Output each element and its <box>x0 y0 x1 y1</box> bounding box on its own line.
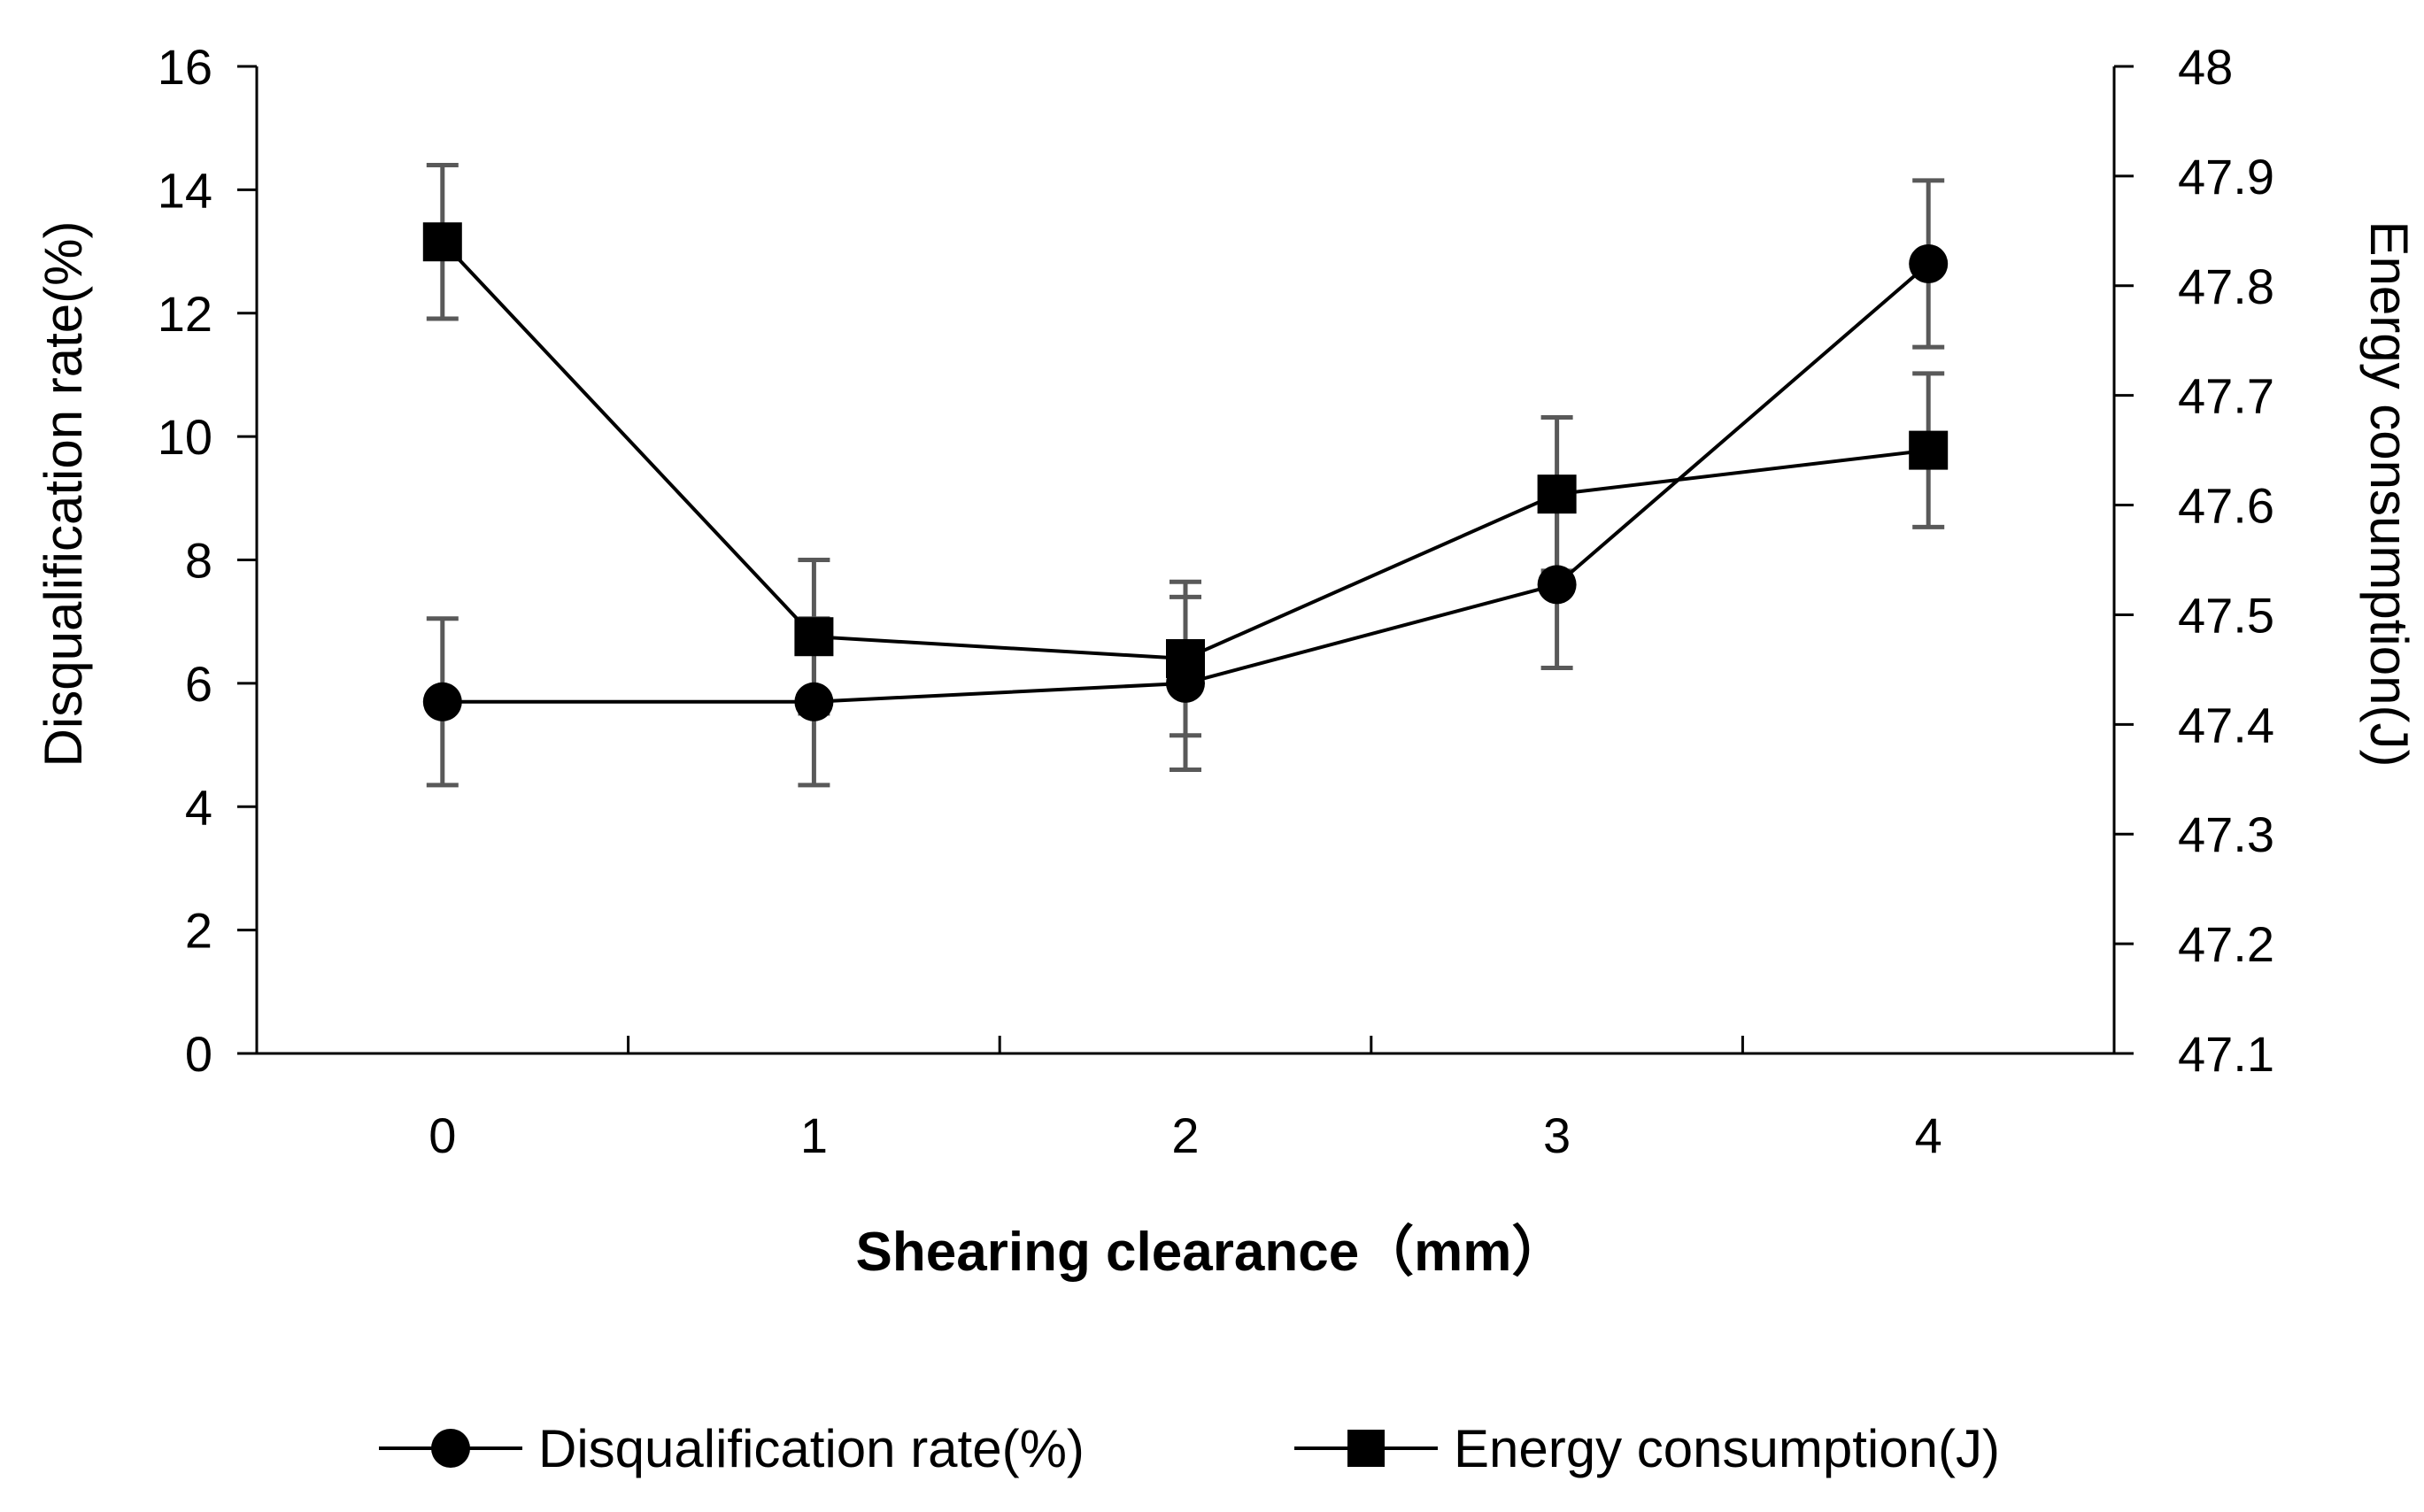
y2-tick-label: 47.6 <box>2178 478 2274 534</box>
x-tick-label: 0 <box>428 1107 456 1163</box>
y2-tick-label: 47.1 <box>2178 1026 2274 1082</box>
legend-label-disqualification: Disqualification rate(%) <box>538 1419 1085 1478</box>
y-tick-label: 12 <box>158 286 212 342</box>
data-point-circle <box>1909 244 1949 283</box>
data-point-square <box>422 222 462 262</box>
x-axis-title: Shearing clearance（mm） <box>856 1221 1567 1283</box>
data-point-circle <box>422 682 462 721</box>
legend-marker-square <box>1347 1430 1385 1467</box>
axes: 024681012141647.147.247.347.447.547.647.… <box>158 39 2274 1163</box>
x-tick-label: 4 <box>1915 1107 1942 1163</box>
legend: Disqualification rate(%) Energy consumpt… <box>379 1419 2000 1478</box>
y2-tick-label: 47.4 <box>2178 697 2274 752</box>
x-tick-label: 1 <box>800 1107 828 1163</box>
y-tick-label: 8 <box>185 533 212 589</box>
y-tick-label: 10 <box>158 409 212 465</box>
legend-marker-circle <box>431 1429 470 1468</box>
y2-tick-label: 47.9 <box>2178 149 2274 204</box>
data-point-square <box>1909 430 1949 470</box>
data-point-square <box>1537 474 1577 514</box>
y2-tick-label: 47.7 <box>2178 368 2274 424</box>
y2-tick-label: 47.3 <box>2178 806 2274 862</box>
y-axis-title: Disqualification rate(%) <box>34 221 93 768</box>
legend-label-energy: Energy consumption(J) <box>1454 1419 2000 1478</box>
y2-tick-label: 47.8 <box>2178 258 2274 314</box>
x-tick-label: 3 <box>1543 1107 1571 1163</box>
data-point-circle <box>1537 565 1577 605</box>
y-tick-label: 0 <box>185 1026 212 1082</box>
y-tick-label: 6 <box>185 656 212 712</box>
y2-axis-title: Energy consumption(J) <box>2359 221 2419 768</box>
x-tick-label: 2 <box>1171 1107 1199 1163</box>
y2-tick-label: 47.2 <box>2178 916 2274 972</box>
y-tick-label: 14 <box>158 162 212 218</box>
y2-tick-label: 47.5 <box>2178 587 2274 643</box>
data-point-circle <box>794 682 834 721</box>
y-tick-label: 4 <box>185 779 212 835</box>
markers <box>422 222 1949 721</box>
y2-tick-label: 48 <box>2178 39 2233 95</box>
y-tick-label: 2 <box>185 903 212 959</box>
y-tick-label: 16 <box>158 39 212 95</box>
data-point-square <box>1166 639 1205 678</box>
data-point-square <box>794 617 834 657</box>
